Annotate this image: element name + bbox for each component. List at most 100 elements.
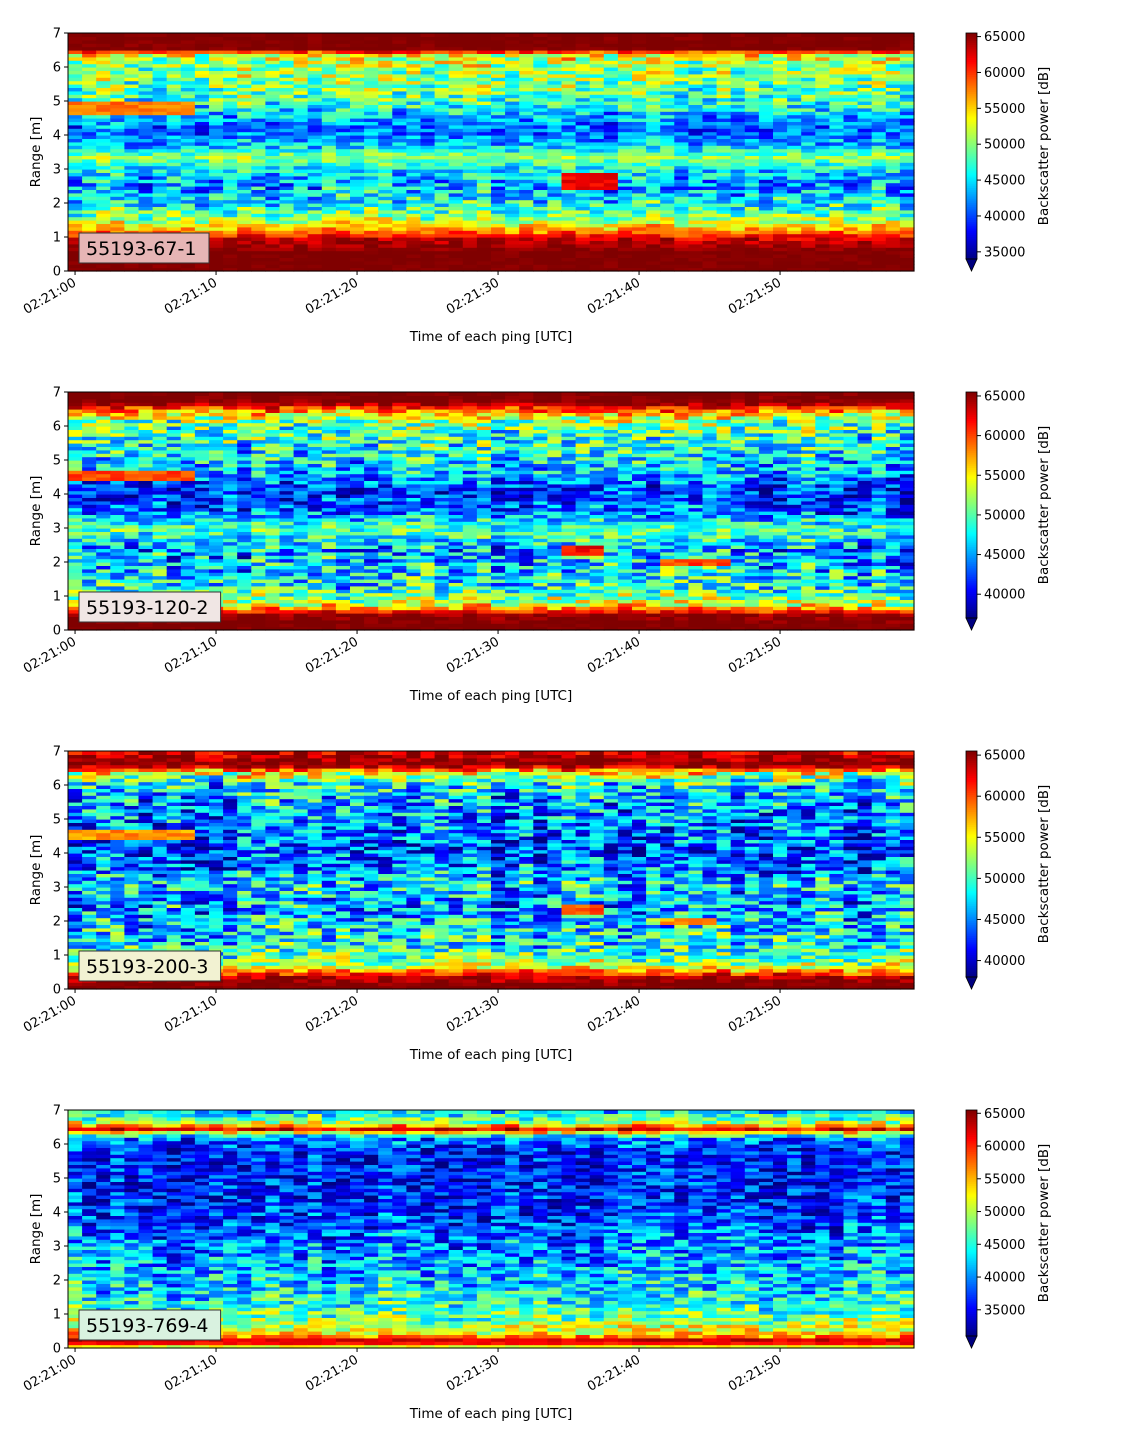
heatmap-cell — [519, 67, 534, 71]
colorbar-segment — [966, 117, 977, 121]
heatmap-cell — [251, 267, 266, 272]
heatmap-cell — [632, 220, 647, 224]
heatmap-cell — [744, 175, 760, 180]
heatmap-cell — [787, 175, 802, 180]
heatmap-cell — [730, 206, 746, 211]
heatmap-cell — [152, 534, 168, 539]
heatmap-cell — [152, 121, 168, 126]
heatmap-cell — [829, 131, 845, 136]
heatmap-cell — [166, 558, 182, 563]
heatmap-cell — [406, 267, 422, 272]
heatmap-cell — [209, 264, 224, 269]
heatmap-cell — [617, 233, 633, 238]
heatmap-cell — [293, 237, 309, 241]
heatmap-cell — [843, 128, 859, 133]
heatmap-cell — [82, 213, 97, 218]
heatmap-cell — [815, 182, 830, 187]
heatmap-cell — [279, 172, 295, 177]
heatmap-cell — [491, 77, 506, 82]
heatmap-cell — [307, 141, 323, 146]
heatmap-cell — [335, 135, 351, 139]
heatmap-cell — [885, 186, 901, 190]
heatmap-cell — [871, 155, 887, 160]
heatmap-cell — [180, 186, 196, 190]
heatmap-cell — [617, 172, 633, 177]
heatmap-cell — [885, 39, 901, 44]
heatmap-cell — [885, 97, 901, 102]
heatmap-cell — [194, 46, 210, 51]
heatmap-cell — [180, 63, 196, 68]
heatmap-cell — [82, 446, 97, 451]
heatmap-cell — [350, 179, 365, 184]
heatmap-cell — [589, 152, 605, 156]
heatmap-cell — [603, 209, 619, 214]
heatmap-cell — [871, 169, 887, 173]
heatmap-cell — [674, 84, 689, 88]
heatmap-cell — [138, 545, 154, 549]
heatmap-cell — [293, 260, 309, 265]
heatmap-cell — [124, 456, 140, 461]
heatmap-cell — [702, 135, 718, 139]
heatmap-cell — [603, 250, 619, 255]
heatmap-cell — [82, 50, 97, 54]
heatmap-cell — [96, 226, 111, 231]
heatmap-cell — [589, 101, 605, 105]
heatmap-cell — [237, 148, 252, 153]
heatmap-cell — [152, 111, 168, 116]
heatmap-cell — [406, 199, 422, 204]
heatmap-cell — [899, 131, 915, 136]
heatmap-cell — [899, 172, 915, 177]
heatmap-cell — [96, 398, 111, 403]
heatmap-cell — [801, 196, 816, 201]
heatmap-cell — [843, 220, 859, 224]
heatmap-cell — [575, 94, 591, 99]
heatmap-cell — [307, 192, 323, 197]
heatmap-cell — [166, 141, 182, 146]
heatmap-cell — [307, 135, 323, 139]
heatmap-cell — [180, 477, 196, 481]
heatmap-cell — [491, 36, 506, 41]
heatmap-cell — [152, 80, 168, 85]
heatmap-cell — [152, 84, 168, 88]
heatmap-cell — [646, 70, 661, 75]
heatmap-cell — [265, 158, 281, 163]
heatmap-cell — [744, 216, 760, 221]
heatmap-cell — [180, 497, 196, 502]
heatmap-cell — [702, 63, 718, 68]
heatmap-cell — [505, 203, 520, 207]
heatmap-cell — [209, 172, 224, 177]
heatmap-cell — [533, 60, 548, 65]
heatmap-cell — [533, 213, 548, 218]
heatmap-cell — [152, 555, 168, 560]
heatmap-cell — [265, 192, 281, 197]
heatmap-cell — [124, 87, 140, 92]
heatmap-cell — [646, 196, 661, 201]
heatmap-cell — [124, 90, 140, 95]
heatmap-cell — [632, 179, 647, 184]
heatmap-cell — [646, 155, 661, 160]
heatmap-cell — [674, 155, 689, 160]
heatmap-cell — [434, 67, 450, 71]
heatmap-cell — [801, 73, 816, 78]
heatmap-cell — [68, 419, 83, 424]
heatmap-cell — [392, 267, 407, 272]
y-tick-label: 1 — [53, 231, 61, 246]
heatmap-cell — [166, 562, 182, 566]
heatmap-cell — [829, 128, 845, 133]
heatmap-cell — [491, 118, 506, 122]
heatmap-cell — [575, 220, 591, 224]
heatmap-cell — [364, 223, 379, 228]
heatmap-cell — [321, 155, 337, 160]
heatmap-cell — [646, 63, 661, 68]
heatmap-cell — [82, 419, 97, 424]
heatmap-cell — [392, 192, 407, 197]
heatmap-cell — [815, 90, 830, 95]
heatmap-cell — [124, 267, 140, 272]
heatmap-cell — [307, 80, 323, 85]
heatmap-cell — [279, 73, 295, 78]
heatmap-cell — [68, 101, 83, 105]
heatmap-cell — [801, 165, 816, 170]
heatmap-cell — [223, 36, 238, 41]
heatmap-cell — [505, 90, 520, 95]
heatmap-cell — [575, 206, 591, 211]
